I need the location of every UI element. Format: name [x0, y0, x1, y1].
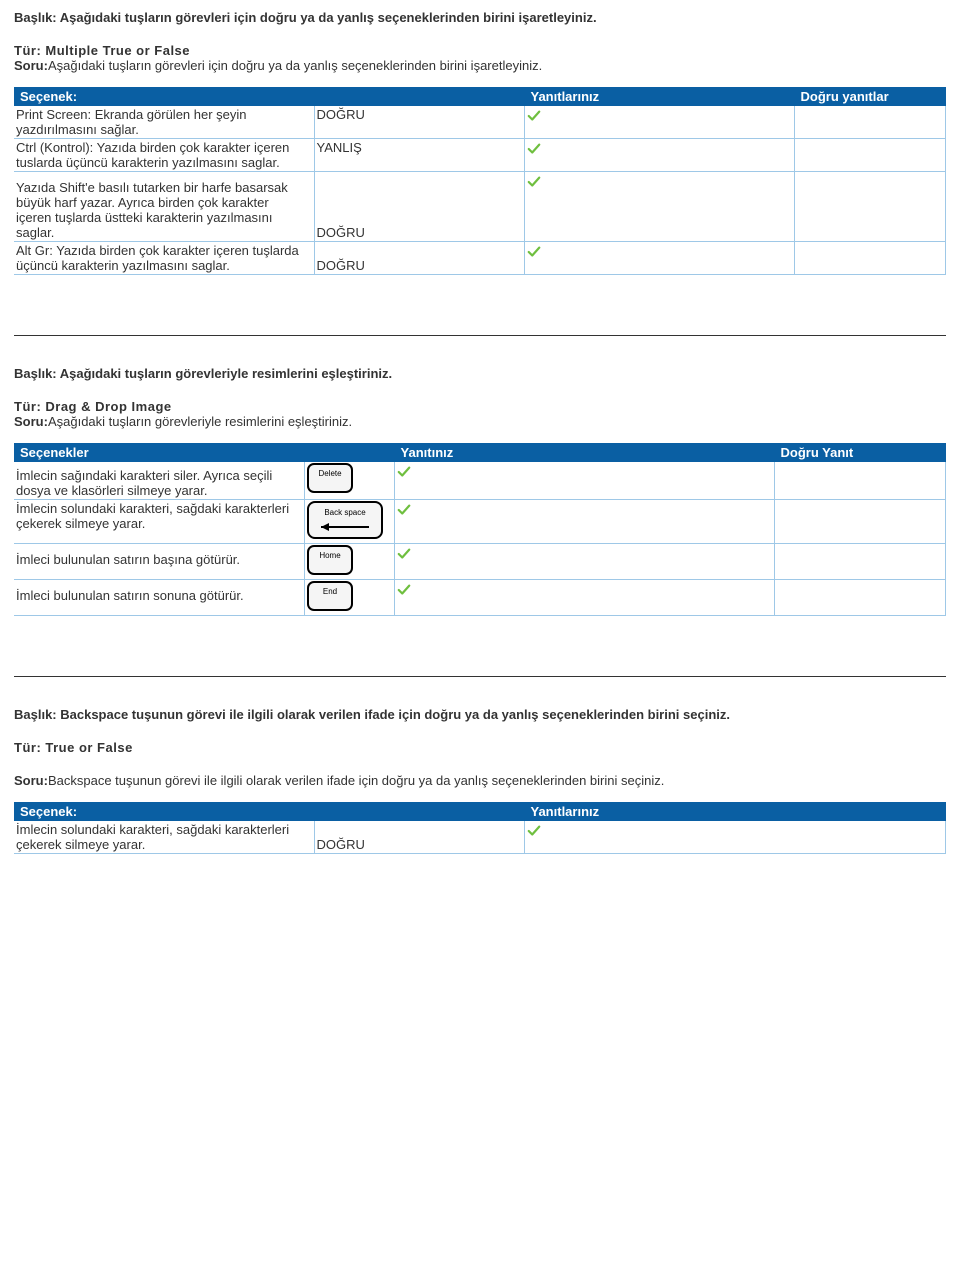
home-key-icon: Home [307, 545, 353, 578]
q3-your-0 [524, 821, 946, 854]
q1-corr-1 [794, 139, 946, 172]
q2-corr-1 [774, 500, 945, 544]
q2-opt-0: İmlecin sağındaki karakteri siler. Ayrıc… [14, 462, 304, 500]
q3-table: Seçenek: Yanıtlarınız İmlecin solundaki … [14, 802, 946, 854]
q2-header-options: Seçenekler [14, 443, 394, 462]
q2-your-1 [394, 500, 774, 544]
q2-header-row: Seçenekler Yanıtınız Doğru Yanıt [14, 443, 946, 462]
q1-soru-text: Aşağıdaki tuşların görevleri için doğru … [48, 58, 542, 73]
backspace-key-icon: Back space [307, 501, 383, 542]
q2-soru-label: Soru: [14, 414, 48, 429]
q1-ans-3: DOĞRU [314, 242, 524, 275]
q2-corr-2 [774, 544, 945, 580]
q2-header-correct: Doğru Yanıt [774, 443, 945, 462]
q1-corr-0 [794, 106, 946, 139]
check-icon [397, 583, 411, 597]
q2-img-1: Back space [304, 500, 394, 544]
q3-header-yours: Yanıtlarınız [524, 802, 946, 821]
q2-title: Başlık: Aşağıdaki tuşların görevleriyle … [14, 366, 946, 381]
table-row: Ctrl (Kontrol): Yazıda birden çok karakt… [14, 139, 946, 172]
q2-your-0 [394, 462, 774, 500]
delete-key-icon: Delete [307, 463, 353, 496]
q2-img-3: End [304, 580, 394, 616]
q1-ans-2: DOĞRU [314, 172, 524, 242]
q1-ans-1: YANLIŞ [314, 139, 524, 172]
question-1: Başlık: Aşağıdaki tuşların görevleri içi… [14, 10, 946, 275]
q1-corr-2 [794, 172, 946, 242]
q1-ans-0: DOĞRU [314, 106, 524, 139]
q2-table: Seçenekler Yanıtınız Doğru Yanıt İmlecin… [14, 443, 946, 616]
q3-ans-0: DOĞRU [314, 821, 524, 854]
q3-type: Tür: True or False [14, 740, 946, 755]
q1-opt-0: Print Screen: Ekranda görülen her şeyin … [14, 106, 314, 139]
check-icon [527, 245, 541, 259]
q1-header-option: Seçenek: [14, 87, 524, 106]
table-row: Yazıda Shift'e basılı tutarken bir harfe… [14, 172, 946, 242]
q1-type: Tür: Multiple True or False [14, 43, 946, 58]
check-icon [527, 109, 541, 123]
table-row: İmlecin solundaki karakteri, sağdaki kar… [14, 821, 946, 854]
q2-opt-3: İmleci bulunulan satırın sonuna götürür. [14, 580, 304, 616]
check-icon [397, 547, 411, 561]
separator [14, 676, 946, 677]
check-icon [527, 175, 541, 189]
q2-corr-0 [774, 462, 945, 500]
q1-opt-2: Yazıda Shift'e basılı tutarken bir harfe… [14, 172, 314, 242]
q1-your-0 [524, 106, 794, 139]
q3-soru-text: Backspace tuşunun görevi ile ilgili olar… [48, 773, 664, 788]
q1-table: Seçenek: Yanıtlarınız Doğru yanıtlar Pri… [14, 87, 946, 275]
q1-header-row: Seçenek: Yanıtlarınız Doğru yanıtlar [14, 87, 946, 106]
q1-corr-3 [794, 242, 946, 275]
check-icon [397, 465, 411, 479]
table-row: İmlecin sağındaki karakteri siler. Ayrıc… [14, 462, 946, 500]
svg-text:Back space: Back space [324, 508, 366, 517]
q1-opt-3: Alt Gr: Yazıda birden çok karakter içere… [14, 242, 314, 275]
check-icon [527, 142, 541, 156]
q3-header-row: Seçenek: Yanıtlarınız [14, 802, 946, 821]
q2-your-2 [394, 544, 774, 580]
q2-img-0: Delete [304, 462, 394, 500]
q3-soru-label: Soru: [14, 773, 48, 788]
q1-your-3 [524, 242, 794, 275]
q3-soru-line: Soru:Backspace tuşunun görevi ile ilgili… [14, 773, 946, 788]
end-key-icon: End [307, 581, 353, 614]
q1-soru-line: Soru:Aşağıdaki tuşların görevleri için d… [14, 58, 946, 73]
q1-title: Başlık: Aşağıdaki tuşların görevleri içi… [14, 10, 946, 25]
table-row: İmleci bulunulan satırın sonuna götürür.… [14, 580, 946, 616]
q3-opt-0: İmlecin solundaki karakteri, sağdaki kar… [14, 821, 314, 854]
q1-your-1 [524, 139, 794, 172]
question-3: Başlık: Backspace tuşunun görevi ile ilg… [14, 707, 946, 854]
q2-corr-3 [774, 580, 945, 616]
q2-opt-2: İmleci bulunulan satırın başına götürür. [14, 544, 304, 580]
q2-soru-line: Soru:Aşağıdaki tuşların görevleriyle res… [14, 414, 946, 429]
q2-header-yours: Yanıtınız [394, 443, 774, 462]
q2-soru-text: Aşağıdaki tuşların görevleriyle resimler… [48, 414, 352, 429]
q3-header-option: Seçenek: [14, 802, 524, 821]
table-row: Print Screen: Ekranda görülen her şeyin … [14, 106, 946, 139]
q2-type: Tür: Drag & Drop Image [14, 399, 946, 414]
separator [14, 335, 946, 336]
q1-opt-1: Ctrl (Kontrol): Yazıda birden çok karakt… [14, 139, 314, 172]
table-row: İmleci bulunulan satırın başına götürür.… [14, 544, 946, 580]
table-row: İmlecin solundaki karakteri, sağdaki kar… [14, 500, 946, 544]
question-2: Başlık: Aşağıdaki tuşların görevleriyle … [14, 366, 946, 616]
q1-your-2 [524, 172, 794, 242]
q3-title: Başlık: Backspace tuşunun görevi ile ilg… [14, 707, 946, 722]
q1-header-correct: Doğru yanıtlar [794, 87, 946, 106]
check-icon [397, 503, 411, 517]
table-row: Alt Gr: Yazıda birden çok karakter içere… [14, 242, 946, 275]
svg-text:Delete: Delete [318, 469, 342, 478]
svg-text:End: End [322, 587, 336, 596]
svg-text:Home: Home [319, 551, 341, 560]
check-icon [527, 824, 541, 838]
q2-img-2: Home [304, 544, 394, 580]
q2-opt-1: İmlecin solundaki karakteri, sağdaki kar… [14, 500, 304, 544]
q1-soru-label: Soru: [14, 58, 48, 73]
q2-your-3 [394, 580, 774, 616]
q1-header-yours: Yanıtlarınız [524, 87, 794, 106]
